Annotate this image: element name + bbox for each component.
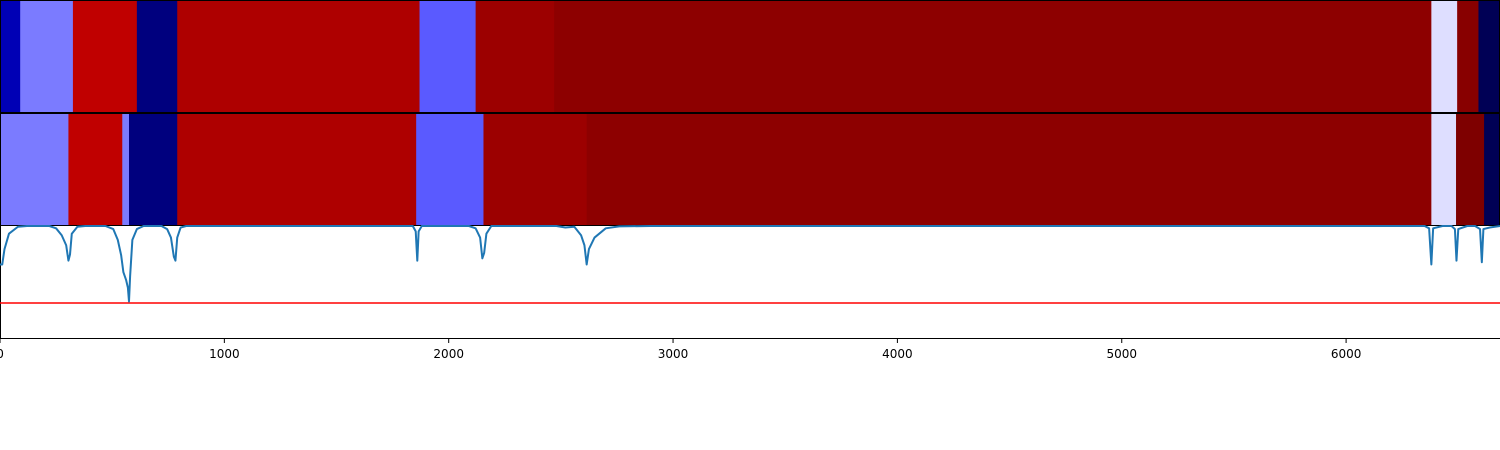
heatmap-segment: [419, 1, 477, 112]
heatmap-segment: [1456, 114, 1485, 225]
heatmap-segment: [475, 1, 555, 112]
heatmap-segment: [177, 1, 421, 112]
heatmap-segment: [1484, 114, 1500, 225]
heatmap-segment: [483, 114, 588, 225]
heatmap-segment: [1431, 1, 1458, 112]
heatmap-segment: [122, 114, 130, 225]
heatmap-segment: [554, 1, 1432, 112]
heatmap-segment: [1431, 114, 1457, 225]
x-tick-label: 6000: [1331, 347, 1362, 361]
heatmap-rows: [0, 0, 1500, 226]
x-tick-label: 0: [0, 347, 4, 361]
heatmap-row-1: [0, 0, 1500, 113]
x-axis: 0 1000 2000 3000 4000 5000 6000: [0, 338, 1500, 361]
heatmap-segment: [1457, 1, 1480, 112]
x-tick-label: 1000: [209, 347, 240, 361]
heatmap-segment: [68, 114, 123, 225]
signal-plot: [0, 225, 1500, 338]
x-tick-label: 4000: [882, 347, 913, 361]
heatmap-segment: [1478, 1, 1500, 112]
x-tick-label: 3000: [658, 347, 689, 361]
heatmap-segment: [416, 114, 485, 225]
x-tick-label: 5000: [1106, 347, 1137, 361]
heatmap-segment: [0, 1, 21, 112]
heatmap-segment: [20, 1, 74, 112]
heatmap-row-2: [0, 113, 1500, 226]
heatmap-segment: [129, 114, 178, 225]
signal-line: [0, 225, 1500, 303]
heatmap-segment: [586, 114, 1432, 225]
heatmap-segment: [72, 1, 138, 112]
heatmap-segment: [0, 114, 70, 225]
heatmap-segment: [136, 1, 178, 112]
heatmap-segment: [177, 114, 417, 225]
x-tick-label: 2000: [433, 347, 464, 361]
